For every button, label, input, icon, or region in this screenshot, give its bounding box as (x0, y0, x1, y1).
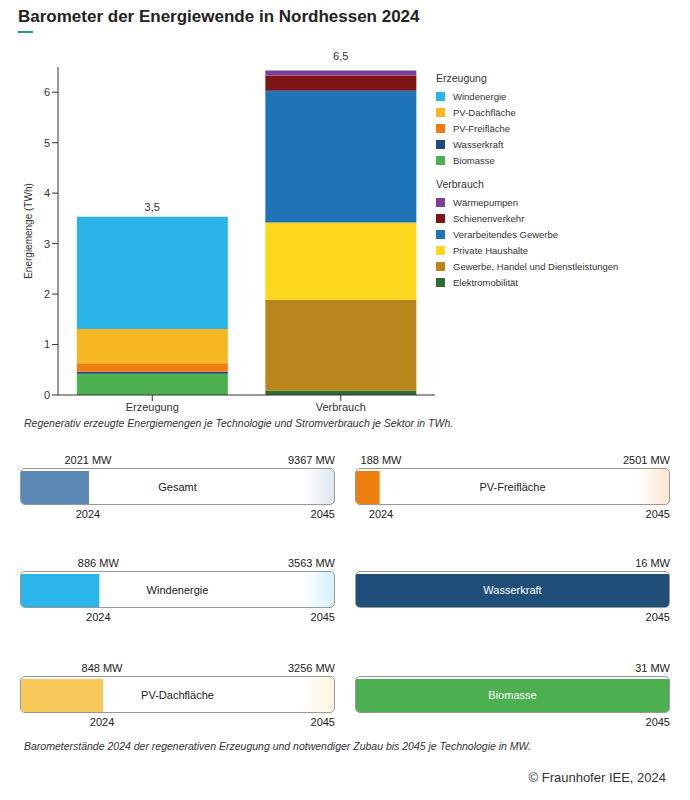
html-text:PV-Freifläche: PV-Freifläche (479, 480, 546, 493)
html-text:Barometerstände 2024 der regen: Barometerstände 2024 der regenerativen E… (24, 740, 532, 752)
html-text:Windenergie: Windenergie (453, 90, 507, 102)
svg-text:6: 6 (44, 86, 50, 98)
html-text:Erzeugung: Erzeugung (436, 72, 487, 84)
svg-text:4: 4 (44, 187, 50, 199)
svg-text:Verbrauch: Verbrauch (316, 401, 366, 413)
svg-text:5: 5 (44, 137, 50, 149)
html-text:2024: 2024 (368, 508, 394, 520)
html-text:188 MW: 188 MW (360, 454, 402, 466)
html-text:Regenerativ erzeugte Energieme: Regenerativ erzeugte Energiemengen je Te… (24, 417, 454, 429)
html-text:886 MW: 886 MW (77, 557, 119, 569)
html-text:PV-Dachfläche: PV-Dachfläche (141, 688, 214, 701)
svg-text:3: 3 (44, 238, 50, 250)
html-text:Wasserkraft: Wasserkraft (483, 583, 542, 596)
html-text:2024: 2024 (86, 611, 111, 623)
html-text:Windenergie: Windenergie (146, 583, 209, 596)
html-text:Biomasse: Biomasse (488, 688, 537, 701)
svg-text:2: 2 (44, 288, 50, 300)
html-text:Verbrauch: Verbrauch (436, 178, 484, 190)
html-text:2045: 2045 (645, 508, 670, 520)
html-text:Biomasse: Biomasse (453, 154, 495, 166)
html-text:Elektromobilität: Elektromobilität (453, 276, 518, 288)
html-text:Private Haushalte: Private Haushalte (453, 244, 528, 256)
html-text:Schienenverkehr: Schienenverkehr (453, 212, 525, 224)
html-text:2024: 2024 (75, 508, 101, 520)
html-text:Verarbeitendes Gewerbe: Verarbeitendes Gewerbe (453, 228, 559, 240)
html-text:2045: 2045 (645, 716, 670, 728)
html-text:Gewerbe, Handel und Dienstleis: Gewerbe, Handel und Dienstleistungen (453, 260, 619, 272)
html-text:9367 MW: 9367 MW (287, 454, 335, 466)
html-text:2024: 2024 (89, 716, 115, 728)
html-text:16 MW: 16 MW (635, 557, 670, 569)
html-text:3563 MW: 3563 MW (287, 557, 335, 569)
html-text:848 MW: 848 MW (81, 662, 123, 674)
html-text:PV-Freifläche: PV-Freifläche (453, 122, 510, 134)
svg-text:Erzeugung: Erzeugung (126, 401, 179, 413)
svg-text:0: 0 (44, 389, 50, 401)
html-text:Wärmepumpen: Wärmepumpen (453, 196, 518, 208)
svg-text:6,5: 6,5 (333, 50, 348, 62)
svg-text:3,5: 3,5 (145, 201, 160, 213)
html-text:2045: 2045 (645, 611, 670, 623)
html-text:31 MW: 31 MW (635, 662, 670, 674)
svg-text:1: 1 (44, 338, 50, 350)
html-text:Gesamt: Gesamt (158, 480, 197, 493)
html-text:2021 MW: 2021 MW (64, 454, 112, 466)
html-text:2045: 2045 (310, 716, 335, 728)
html-text:Barometer der Energiewende in: Barometer der Energiewende in Nordhessen… (18, 7, 420, 26)
html-text:3256 MW: 3256 MW (287, 662, 335, 674)
html-text:2045: 2045 (310, 611, 335, 623)
html-text:PV-Dachfläche: PV-Dachfläche (453, 106, 516, 118)
html-text:2045: 2045 (310, 508, 335, 520)
html-text:2501 MW: 2501 MW (622, 454, 670, 466)
html-text:© Fraunhofer IEE, 2024: © Fraunhofer IEE, 2024 (528, 770, 666, 785)
html-text:Wasserkraft: Wasserkraft (453, 138, 504, 150)
svg-text:Energiemenge (TWh): Energiemenge (TWh) (23, 183, 34, 279)
